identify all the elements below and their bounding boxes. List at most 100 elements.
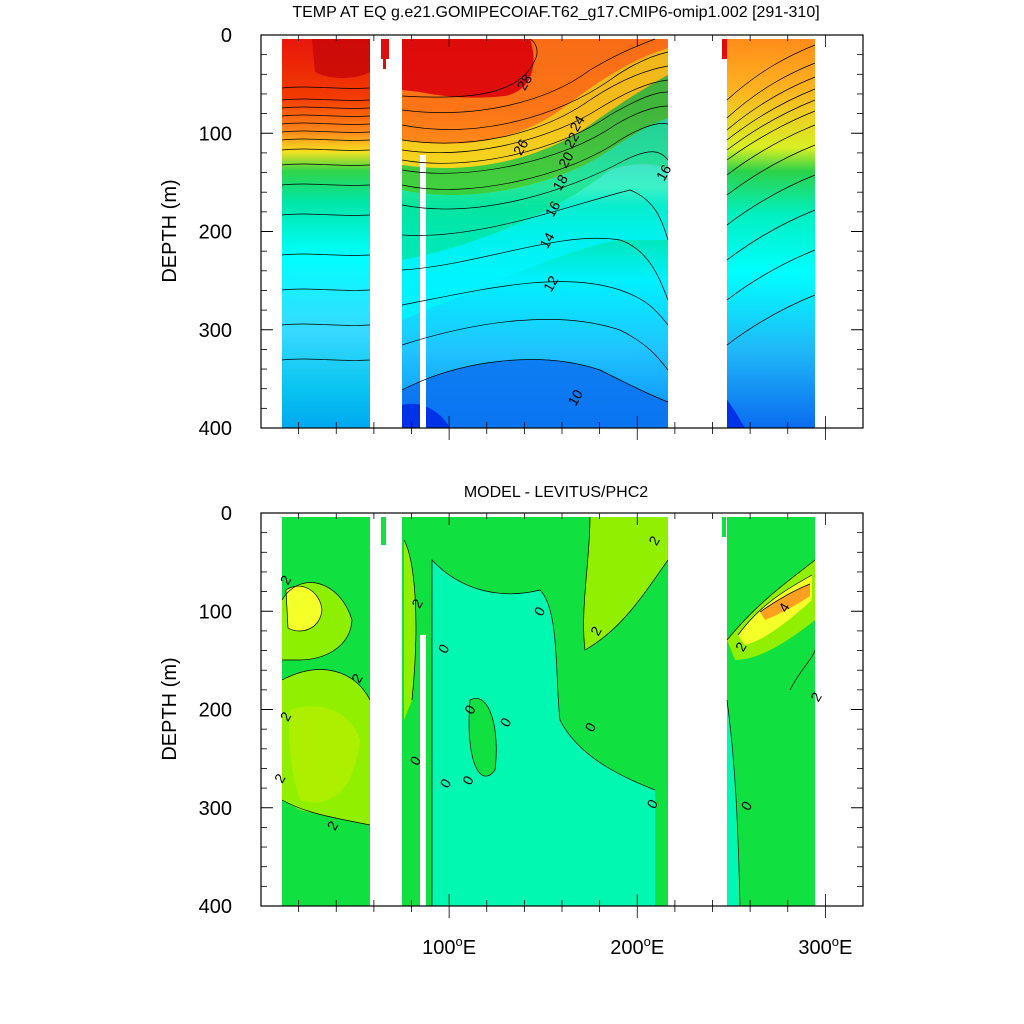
top-thermocline-yellow — [402, 48, 668, 169]
top-thermocline-green — [402, 75, 668, 196]
top-east-coldest — [727, 400, 745, 428]
top-contour-east-1 — [726, 62, 816, 119]
top-panel-y-tick-labels: 0 100 200 300 400 — [199, 25, 232, 440]
bottom-island-marker-2 — [722, 517, 726, 537]
top-contour-label-0: 28 — [514, 71, 536, 93]
top-contour-west-5 — [281, 130, 371, 133]
top-contour-east-8 — [726, 174, 816, 226]
top-contour-label-10: 10 — [564, 387, 586, 409]
top-thermocline-teal — [402, 118, 668, 260]
top-contour-center-2 — [401, 51, 669, 130]
top-panel: TEMP AT EQ g.e21.GOMIPECOIAF.T62_g17.CMI… — [159, 4, 864, 440]
top-ytick-label-100: 100 — [199, 123, 232, 145]
top-island-marker-1 — [381, 39, 389, 59]
top-contour-east-2 — [726, 76, 816, 131]
bottom-ytick-label-400: 400 — [199, 896, 232, 918]
top-contour-east-10 — [726, 249, 816, 301]
top-contour-west-0 — [281, 86, 371, 89]
top-ytick-label-200: 200 — [199, 222, 232, 244]
top-panel-y-axis-label: DEPTH (m) — [159, 179, 181, 282]
top-contour-east-9 — [726, 209, 816, 261]
top-contour-label-1: 26 — [510, 136, 532, 158]
bottom-xtick-label-100: 100oE — [422, 934, 476, 959]
top-contour-west-9 — [281, 183, 371, 186]
top-contour-east-11 — [726, 294, 816, 346]
bottom-ytick-label-300: 300 — [199, 798, 232, 820]
top-contour-label-9: 12 — [540, 273, 562, 295]
top-panel-filled-contours — [282, 39, 815, 428]
top-ocean-block-east — [727, 39, 815, 428]
top-thermocline-warm — [402, 39, 668, 144]
top-panel-title: TEMP AT EQ g.e21.GOMIPECOIAF.T62_g17.CMI… — [292, 4, 819, 21]
top-contour-west-1 — [281, 98, 371, 101]
top-contour-east-6 — [726, 124, 816, 176]
bottom-west-anomaly-3 — [289, 706, 360, 803]
bottom-panel-ticks — [261, 512, 863, 918]
top-contour-label-2: 24 — [566, 112, 588, 134]
top-contour-west-7 — [281, 148, 371, 151]
top-panel-ticks — [261, 34, 863, 440]
bottom-ytick-label-0: 0 — [221, 503, 232, 525]
top-contour-west-4 — [281, 122, 371, 125]
top-contour-center-13 — [401, 359, 669, 403]
bottom-xtick-label-200: 200oE — [610, 934, 664, 959]
bottom-contour-0 — [281, 582, 353, 661]
bottom-ytick-label-200: 200 — [199, 700, 232, 722]
bottom-data-gap — [420, 635, 426, 906]
bottom-center-positive-anomaly — [583, 517, 668, 650]
bottom-xtick-label-300: 300oE — [798, 934, 852, 959]
top-contour-center-11 — [401, 281, 669, 326]
bottom-island-marker-1 — [381, 517, 386, 545]
top-contour-west-6 — [281, 138, 371, 141]
bottom-contour-4 — [431, 559, 656, 906]
top-contour-center-0 — [401, 38, 538, 98]
top-contour-west-3 — [281, 114, 371, 117]
top-contour-center-5 — [401, 91, 669, 164]
top-contour-east-7 — [726, 144, 816, 196]
bottom-contour-11 — [726, 699, 741, 907]
bottom-contour-6 — [583, 516, 669, 651]
bottom-east-negative-anomaly — [727, 700, 740, 906]
bottom-west-anomaly-peak — [286, 586, 322, 631]
top-contour-label-6: 16 — [542, 198, 564, 220]
bottom-contour-8 — [726, 559, 816, 641]
bottom-contour-2 — [281, 669, 371, 701]
top-contour-center-7 — [401, 123, 669, 190]
top-contour-west-2 — [281, 106, 371, 109]
bottom-panel-x-tick-labels: 100oE 200oE 300oE — [422, 934, 852, 959]
top-contour-east-5 — [726, 110, 816, 161]
top-deep-cold — [402, 359, 668, 428]
bottom-center-island — [469, 698, 497, 777]
bottom-contour-9 — [737, 574, 813, 636]
top-contour-label-4: 20 — [555, 149, 577, 171]
top-warm-pool — [402, 39, 534, 98]
top-contour-center-3 — [401, 65, 669, 144]
top-contour-west-8 — [281, 163, 371, 166]
top-contour-label-7: 16 — [653, 162, 675, 184]
bottom-panel-title: MODEL - LEVITUS/PHC2 — [464, 484, 648, 501]
bottom-center-edge-anomaly — [404, 540, 416, 720]
top-contour-center-10 — [401, 237, 669, 301]
top-contour-west-10 — [281, 213, 371, 216]
top-contour-west-11 — [281, 253, 371, 256]
bottom-ytick-label-100: 100 — [199, 601, 232, 623]
top-ocean-block-west — [282, 39, 370, 428]
top-contour-center-6 — [401, 105, 669, 174]
top-data-gap — [420, 155, 426, 428]
top-contour-label-8: 14 — [536, 229, 558, 251]
bottom-panel-contour-lines — [281, 516, 816, 907]
bottom-panel-y-tick-labels: 0 100 200 300 400 — [199, 503, 232, 918]
bottom-contour-5 — [468, 698, 497, 777]
bottom-contour-3 — [281, 799, 371, 826]
top-panel-contour-lines — [281, 38, 816, 403]
top-thermocline-cyan — [402, 164, 668, 320]
top-west-warm-core — [312, 39, 370, 78]
top-contour-center-1 — [401, 38, 656, 113]
top-contour-east-4 — [726, 99, 816, 151]
top-contour-center-12 — [401, 319, 669, 371]
top-ytick-label-0: 0 — [221, 25, 232, 47]
top-contour-center-4 — [401, 79, 669, 153]
